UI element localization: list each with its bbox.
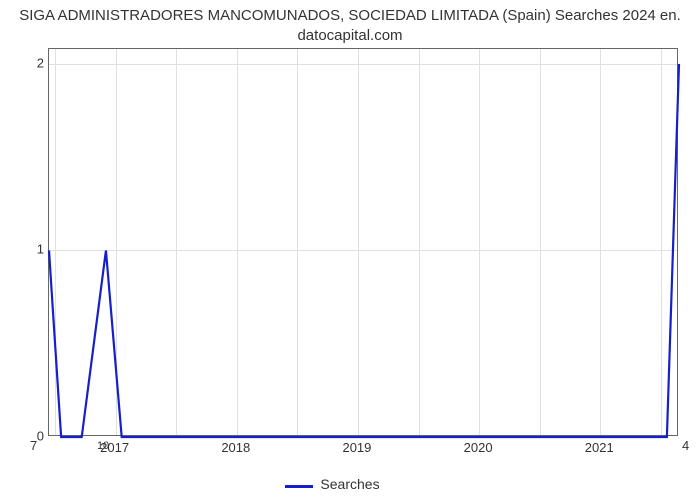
legend-marker xyxy=(285,485,313,488)
line-svg xyxy=(49,49,677,435)
plot-area xyxy=(48,48,678,436)
title-line-1: SIGA ADMINISTRADORES MANCOMUNADOS, SOCIE… xyxy=(19,7,681,24)
x-axis-label: Searches xyxy=(0,476,700,492)
chart-container: { "chart": { "type": "line", "title_line… xyxy=(0,0,700,500)
y-tick-label: 2 xyxy=(4,55,44,70)
x-tick-label: 2018 xyxy=(221,440,250,455)
bottom-right-value: 4 xyxy=(682,438,689,453)
data-line xyxy=(49,64,679,437)
y-tick-label: 0 xyxy=(4,429,44,444)
bottom-small-label: 10 xyxy=(97,440,109,452)
title-line-2: datocapital.com xyxy=(297,27,402,44)
chart-title: SIGA ADMINISTRADORES MANCOMUNADOS, SOCIE… xyxy=(0,6,700,45)
bottom-left-value: 7 xyxy=(30,438,37,453)
y-tick-label: 1 xyxy=(4,242,44,257)
x-tick-label: 2020 xyxy=(464,440,493,455)
x-tick-label: 2021 xyxy=(585,440,614,455)
x-tick-label: 2019 xyxy=(342,440,371,455)
